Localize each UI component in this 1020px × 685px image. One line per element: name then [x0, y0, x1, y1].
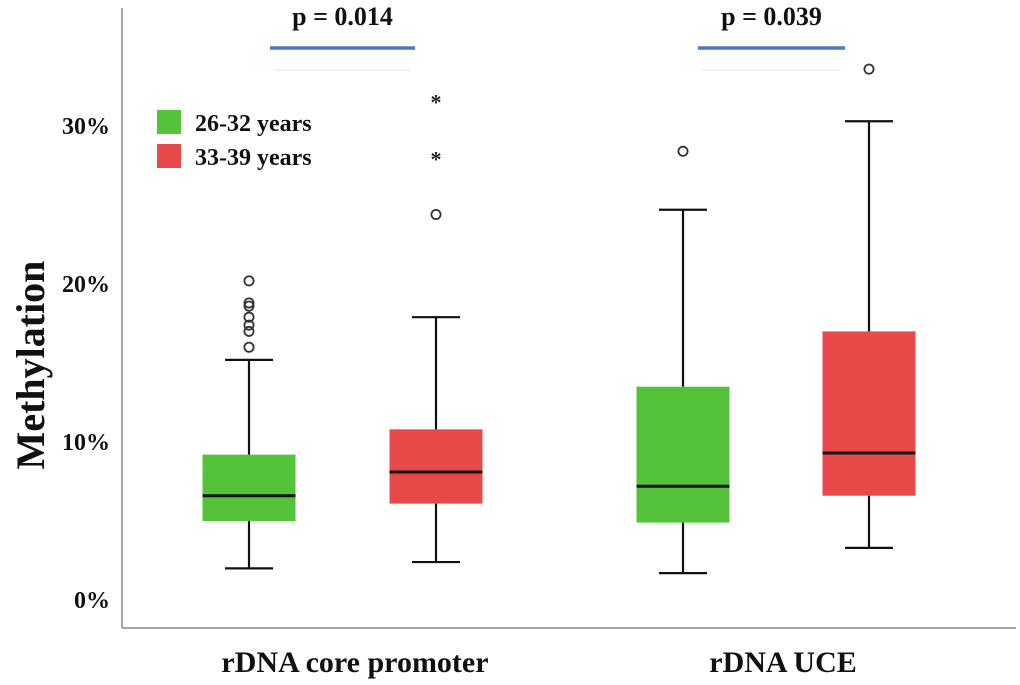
extreme-point: * [431, 90, 442, 115]
box-red-1 [822, 63, 916, 549]
significance-annotation: p = 0.039 [698, 2, 845, 71]
outlier-point [243, 341, 255, 353]
iqr-box [636, 386, 730, 523]
p-value-label: p = 0.039 [721, 2, 822, 31]
box-green-1 [636, 145, 730, 575]
significance-annotation: p = 0.014 [270, 2, 415, 71]
box-groups: ** [202, 63, 916, 575]
iqr-box [822, 331, 916, 496]
outlier-point [243, 275, 255, 287]
extreme-point: * [431, 147, 442, 172]
outlier-point [430, 208, 442, 220]
y-tick-label: 30% [62, 114, 110, 140]
legend: 26-32 years 33-39 years [157, 110, 312, 171]
outlier-point [677, 145, 689, 157]
outlier-point [863, 63, 875, 75]
y-tick-label: 0% [74, 588, 110, 614]
annotations: p = 0.014 p = 0.039 [270, 2, 845, 71]
iqr-box [202, 454, 296, 521]
y-tick-label: 20% [62, 272, 110, 298]
iqr-box [389, 429, 483, 504]
legend-swatch [157, 110, 181, 134]
outlier-point [243, 319, 255, 331]
axes: 0% 10% 20% 30% Methylation rDNA core promoter… [8, 8, 1016, 679]
outlier-point [243, 325, 255, 337]
x-category-label: rDNA UCE [709, 646, 857, 679]
y-axis-title: Methylation [8, 261, 53, 470]
outlier-point [243, 300, 255, 312]
x-category-label: rDNA core promoter [221, 646, 488, 679]
y-tick-label: 10% [62, 430, 110, 456]
legend-label: 26-32 years [195, 111, 312, 137]
box-red-0: ** [389, 90, 483, 564]
p-value-label: p = 0.014 [292, 2, 393, 31]
outlier-point [243, 311, 255, 323]
outlier-point [243, 297, 255, 309]
legend-label: 33-39 years [195, 145, 312, 171]
legend-swatch [157, 144, 181, 168]
box-green-0 [202, 275, 296, 570]
